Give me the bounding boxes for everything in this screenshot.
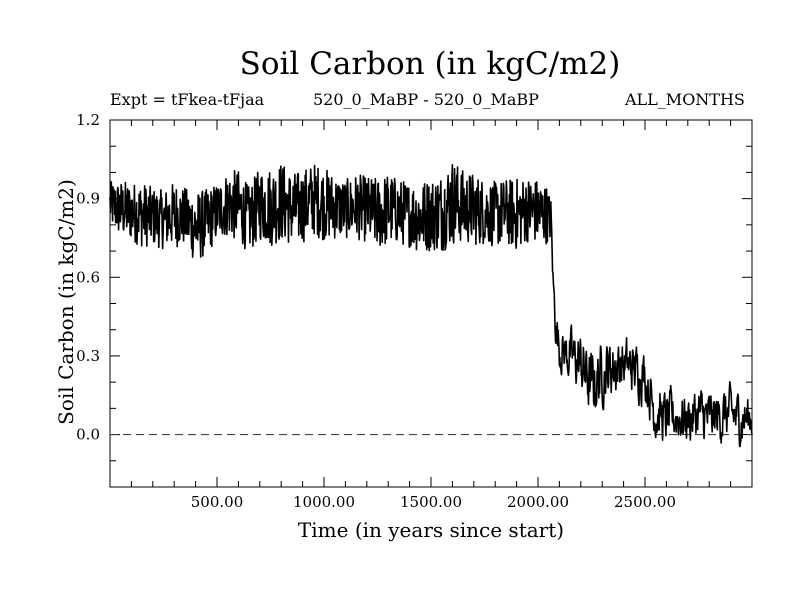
x-tick-label: 1000.00 — [293, 493, 355, 511]
x-axis-label: Time (in years since start) — [297, 518, 565, 542]
y-tick-label: 0.3 — [76, 347, 100, 365]
x-tick-label: 2500.00 — [614, 493, 676, 511]
x-tick-label: 500.00 — [191, 493, 244, 511]
y-tick-label: 0.6 — [76, 268, 100, 286]
y-axis-label: Soil Carbon (in kgC/m2) — [54, 179, 78, 425]
y-tick-label: 0.9 — [76, 190, 100, 208]
chart-title: Soil Carbon (in kgC/m2) — [239, 46, 621, 82]
period-label: 520_0_MaBP - 520_0_MaBP — [313, 90, 539, 109]
y-tick-label: 1.2 — [76, 111, 100, 129]
months-label: ALL_MONTHS — [625, 90, 745, 109]
y-tick-label: 0.0 — [76, 426, 100, 444]
x-tick-label: 2000.00 — [507, 493, 569, 511]
x-tick-label: 1500.00 — [400, 493, 462, 511]
series-line — [109, 163, 753, 448]
experiment-label: Expt = tFkea-tFjaa — [110, 90, 265, 109]
